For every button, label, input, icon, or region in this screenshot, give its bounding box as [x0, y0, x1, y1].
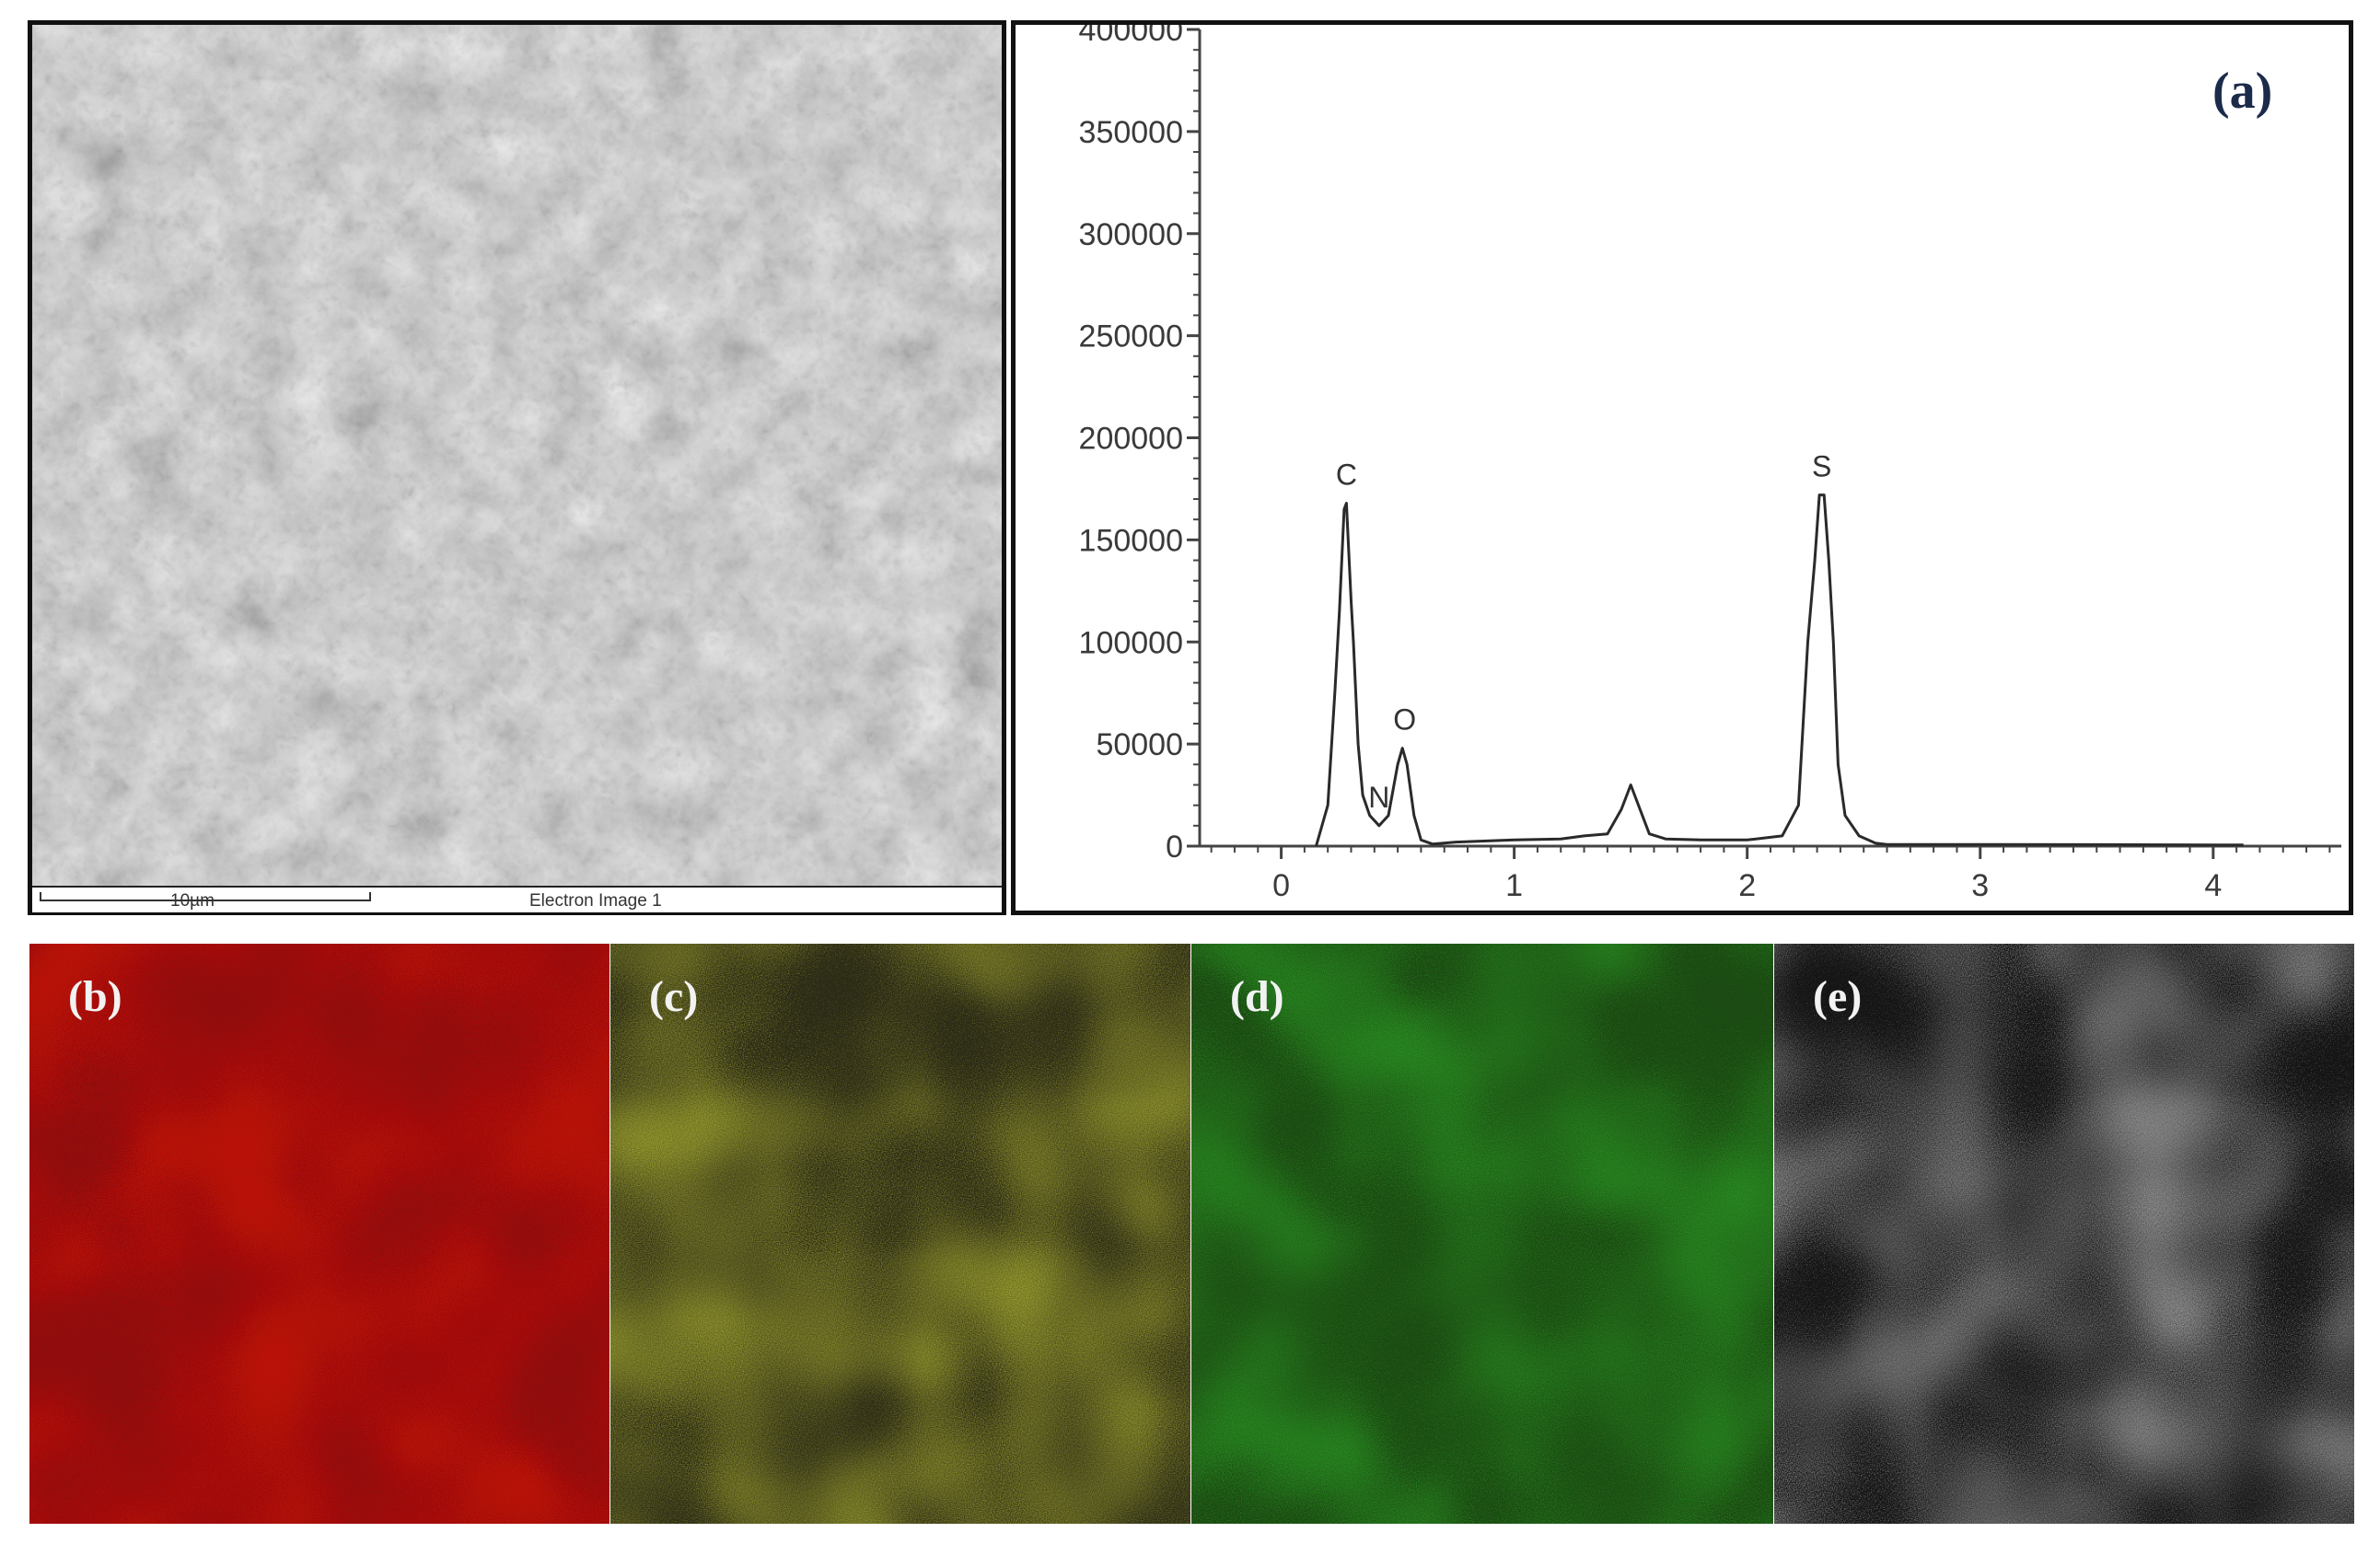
y-tick-label: 400000 — [1079, 25, 1183, 48]
y-tick-label: 250000 — [1079, 319, 1183, 354]
sem-image-panel: 10µm Electron Image 1 — [28, 20, 1006, 915]
element-map-e: (e) — [1774, 944, 2354, 1524]
panel-label-b: (b) — [68, 972, 122, 1021]
y-tick-label: 100000 — [1079, 625, 1183, 660]
y-tick-label: 0 — [1166, 830, 1183, 865]
element-map-d: (d) — [1191, 944, 1773, 1524]
y-axis: 0 50000 100000 150000 200000 250000 300000 3500… — [1079, 25, 1202, 865]
sem-texture — [32, 25, 1002, 886]
x-tick-label: 3 — [1971, 868, 1989, 903]
sem-info-bar: 10µm Electron Image 1 — [32, 886, 1002, 912]
sem-micrograph — [32, 25, 1002, 886]
y-tick-label: 200000 — [1079, 422, 1183, 457]
peak-label-n: N — [1368, 781, 1389, 814]
y-tick-label: 150000 — [1079, 523, 1183, 558]
y-tick-label: 50000 — [1096, 727, 1183, 762]
image-caption: Electron Image 1 — [529, 891, 662, 911]
x-tick-label: 0 — [1272, 868, 1290, 903]
peak-label-c: C — [1336, 458, 1357, 491]
element-map-c: (c) — [610, 944, 1190, 1524]
panel-label-d: (d) — [1230, 972, 1284, 1021]
peak-label-s: S — [1812, 450, 1831, 483]
spectrum-series — [1315, 493, 2244, 847]
element-map-texture — [610, 944, 1190, 1524]
element-map-texture — [29, 944, 610, 1524]
element-map-texture — [1191, 944, 1773, 1524]
panel-label-a: (a) — [2212, 63, 2273, 120]
peak-label-o: O — [1393, 703, 1416, 737]
x-tick-label: 2 — [1738, 868, 1756, 903]
element-map-b: (b) — [29, 944, 610, 1524]
x-tick-label: 4 — [2204, 868, 2222, 903]
element-map-texture — [1774, 944, 2354, 1524]
panel-label-e: (e) — [1813, 972, 1863, 1021]
scale-bar — [40, 892, 371, 901]
spectrum-line — [1315, 493, 2244, 847]
eds-spectrum-panel: 0 50000 100000 150000 200000 250000 300000 3500… — [1011, 20, 2353, 915]
peak-labels: C N O S — [1336, 450, 1831, 814]
scale-bar-label: 10µm — [170, 891, 215, 911]
x-axis: 0 1 2 3 4 — [1200, 844, 2341, 903]
x-tick-label: 1 — [1505, 868, 1523, 903]
panel-label-c: (c) — [649, 972, 699, 1021]
y-tick-label: 350000 — [1079, 115, 1183, 150]
eds-spectrum-chart: 0 50000 100000 150000 200000 250000 300000 3500… — [1079, 25, 2341, 903]
y-tick-label: 300000 — [1079, 217, 1183, 252]
